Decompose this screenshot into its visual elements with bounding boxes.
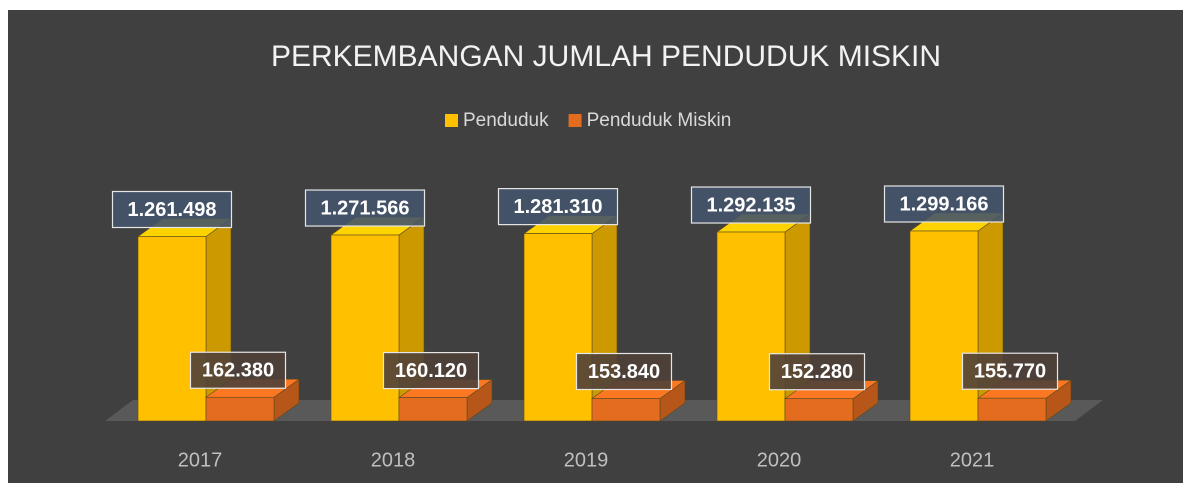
value-label: 155.770: [974, 361, 1046, 383]
bar: [137, 236, 207, 422]
value-label-box: [304, 189, 426, 227]
value-label: 1.261.498: [128, 199, 217, 221]
legend-label: Penduduk Miskin: [587, 110, 732, 131]
x-tick-label: 2017: [178, 449, 223, 471]
bar: [716, 231, 786, 422]
value-label: 152.280: [781, 361, 853, 383]
value-label-box: [883, 185, 1005, 223]
legend-swatch: [568, 114, 582, 127]
value-label-box: [189, 351, 287, 389]
value-label-box: [768, 353, 866, 391]
value-label-box: [382, 351, 480, 390]
x-tick-label: 2021: [950, 449, 995, 471]
value-label-box: [497, 188, 619, 226]
value-label: 1.271.566: [321, 197, 410, 219]
x-tick-label: 2019: [564, 449, 609, 471]
x-tick-label: 2018: [371, 449, 416, 471]
bar: [205, 396, 275, 422]
value-label: 1.299.166: [900, 193, 989, 215]
value-label-box: [575, 352, 673, 391]
bar: [784, 398, 854, 422]
bar: [330, 234, 400, 422]
value-label-box: [111, 190, 233, 229]
bar: [977, 397, 1047, 422]
bar: [398, 397, 468, 422]
value-label: 1.281.310: [514, 196, 603, 218]
legend-swatch: [445, 114, 458, 127]
value-label: 153.840: [588, 361, 660, 383]
chart-title: PERKEMBANGAN JUMLAH PENDUDUK MISKIN: [271, 40, 941, 73]
legend-label: Penduduk: [463, 110, 549, 131]
value-label: 160.120: [395, 360, 467, 382]
bar: [909, 230, 979, 422]
value-label-box: [690, 186, 812, 224]
bar: [523, 233, 593, 422]
value-label-box: [961, 352, 1059, 390]
x-tick-label: 2020: [757, 449, 802, 471]
value-label: 1.292.135: [707, 194, 796, 216]
value-label: 162.380: [202, 360, 274, 382]
bar: [591, 398, 661, 422]
